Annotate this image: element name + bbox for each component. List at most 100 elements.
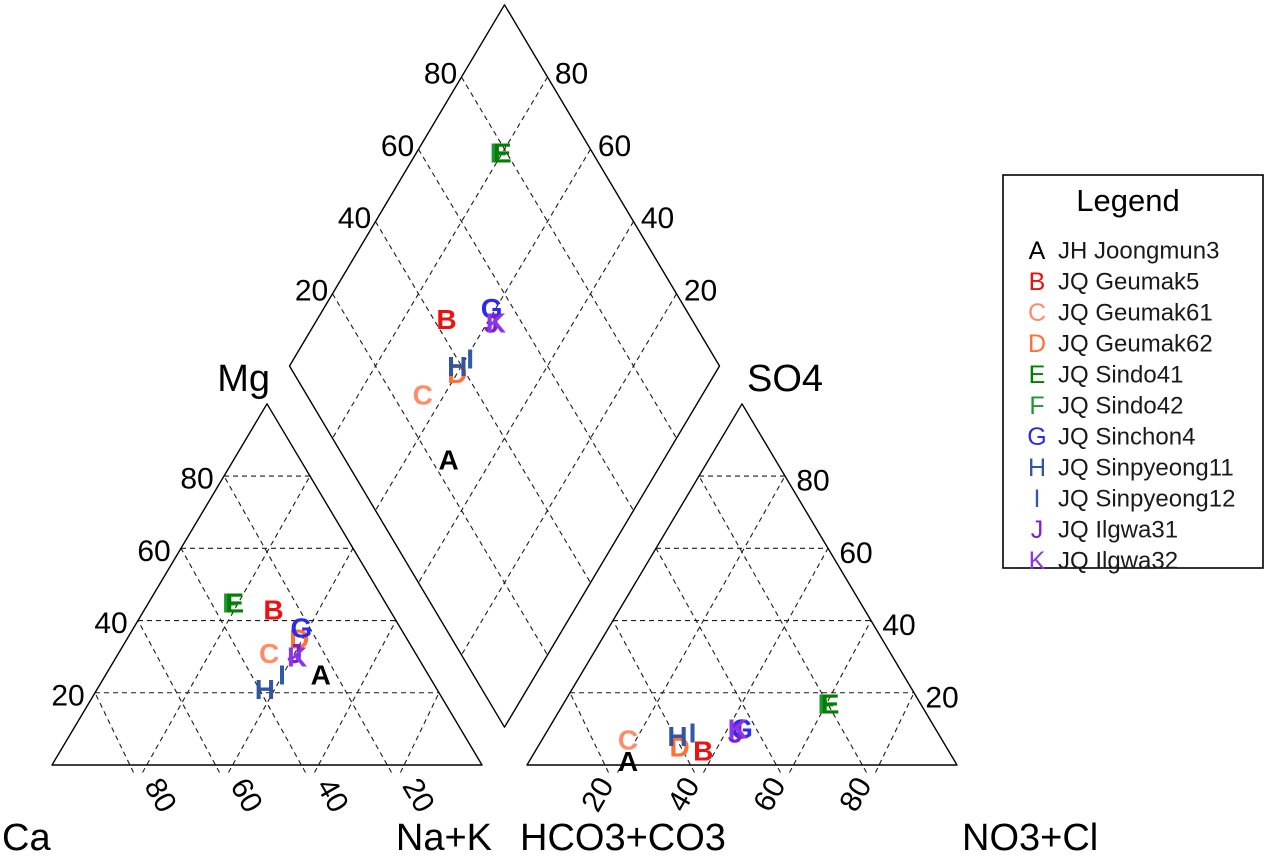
legend-entry-label: JQ Ilgwa32 [1058,547,1178,574]
diamond-outline [288,4,721,728]
gridline-diagonal [228,548,354,773]
sample-point-E-diamond: E [493,138,512,169]
axis-label-ca: Ca [2,817,51,859]
sample-point-G-cation: G [291,613,313,644]
diamond-gridline [418,221,634,584]
sample-point-C-diamond: C [413,380,433,411]
so4-tick-label: 20 [925,681,958,714]
sample-point-J-anion: J [728,717,744,748]
so4-tick-label: 60 [839,537,872,570]
legend-title: Legend [1076,183,1179,218]
legend-entry-letter: G [1027,423,1046,451]
legend-entry-letter: E [1029,361,1046,389]
sample-point-H-diamond: H [447,351,467,382]
sample-point-A-diamond: A [438,445,458,476]
sample-point-G-anion: G [731,714,753,745]
legend-entry-letter: D [1028,330,1046,358]
gridline-diagonal [789,620,872,773]
anion-bottom-tick-label: 20 [575,772,620,817]
diamond-gridline [332,293,548,656]
gridline-diagonal [142,475,311,773]
diamond-panel [288,4,721,728]
ca-tick-label: 60 [224,773,269,818]
sample-point-K-anion: K [728,714,748,745]
mg-tick-label: 40 [94,607,127,640]
diamond-upper-left-tick: 60 [381,130,414,163]
sample-point-F-anion: F [818,688,835,719]
gridline-diagonal [223,475,392,773]
sample-point-I-diamond: I [466,344,474,375]
legend-entry-letter: J [1031,516,1044,544]
sample-point-E-cation: E [225,587,244,618]
ca-tick-label: 20 [396,773,441,818]
gridline-diagonal [94,692,134,773]
diamond-gridline [375,221,591,584]
diamond-gridline [461,76,677,439]
legend-entry-letter: I [1034,485,1041,513]
diamond-upper-right-tick: 60 [598,130,631,163]
legend-entry-label: JQ Sindo42 [1058,392,1183,419]
diamond-gridline [461,293,677,656]
legend-entry-label: JQ Sindo41 [1058,361,1183,388]
anion-bottom-tick-label: 80 [833,772,878,817]
diamond-upper-left-tick: 40 [338,202,371,235]
legend-entry-label: JQ Geumak62 [1058,330,1213,357]
legend-entry-label: JQ Sinpyeong11 [1058,454,1234,481]
sample-point-I-anion: I [689,717,697,748]
gridline-diagonal [137,620,220,773]
sample-point-A-cation: A [311,660,331,691]
axis-label-so4: SO4 [747,358,823,400]
legend-entry-label: JQ Sinpyeong12 [1058,485,1235,512]
legend-entry-label: JH Joongmun3 [1058,237,1219,264]
ca-tick-label: 40 [310,773,355,818]
legend [1002,174,1264,569]
legend-entry-letter: H [1028,454,1046,482]
sample-point-K-cation: K [287,641,307,672]
diamond-gridline [332,76,548,439]
sample-point-D-anion: D [670,732,690,763]
legend-entry-letter: A [1029,237,1046,265]
cation-triangle [51,403,483,773]
sample-point-A-anion: A [618,746,638,777]
gridline-diagonal [655,548,781,773]
sample-point-H-anion: H [667,721,687,752]
gridline-diagonal [180,548,306,773]
diamond-gridline [375,148,591,511]
sample-point-I-cation: I [278,660,286,691]
ca-tick-label: 80 [138,773,183,818]
anion-bottom-tick-label: 60 [747,772,792,817]
so4-tick-label: 40 [882,609,915,642]
mg-tick-label: 20 [51,679,84,712]
so4-tick-label: 80 [796,465,829,498]
diamond-gridline [418,148,634,511]
gridline-diagonal [314,620,397,773]
diamond-upper-left-tick: 20 [295,274,328,307]
gridline-diagonal [698,475,867,773]
gridline-diagonal [569,692,609,773]
anion-triangle [526,403,958,773]
diamond-upper-right-tick: 80 [555,58,588,91]
sample-point-E-anion: E [821,688,840,719]
sample-point-D-diamond: D [447,358,467,389]
gridline-diagonal [703,548,829,773]
legend-entry-letter: B [1029,268,1046,296]
legend-entry-label: JQ Geumak61 [1058,299,1213,326]
legend-box [1002,174,1264,569]
sample-point-D-cation: D [289,623,309,654]
sample-point-F-cation: F [222,587,239,618]
sample-point-B-diamond: B [436,304,456,335]
legend-entry-letter: C [1028,299,1046,327]
sample-point-J-diamond: J [484,307,500,338]
axis-label-na-k: Na+K [396,817,492,859]
anion-bottom-tick-label: 40 [661,772,706,817]
diamond-upper-left-tick: 80 [424,58,457,91]
axis-label-mg: Mg [217,358,270,400]
gridline-diagonal [400,692,440,773]
sample-point-G-diamond: G [481,293,503,324]
mg-tick-label: 60 [137,535,170,568]
axis-label-hco3-co3: HCO3+CO3 [520,817,726,859]
sample-point-F-diamond: F [490,138,507,169]
diamond-upper-right-tick: 40 [641,202,674,235]
